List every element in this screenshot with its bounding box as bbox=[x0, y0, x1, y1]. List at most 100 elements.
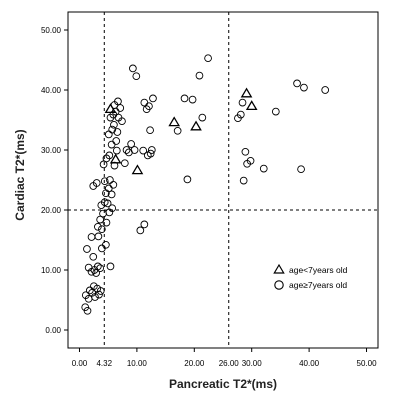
triangle-point bbox=[240, 87, 253, 98]
circle-point bbox=[92, 179, 101, 187]
circle-point bbox=[83, 245, 91, 253]
vertical-reference-label: 26.00 bbox=[219, 359, 240, 368]
circle-point bbox=[108, 204, 117, 213]
circle-point bbox=[147, 146, 156, 154]
triangle-point bbox=[190, 120, 202, 131]
circle-point bbox=[136, 226, 145, 235]
circle-point bbox=[105, 208, 114, 217]
circle-point bbox=[142, 105, 151, 114]
circle-point bbox=[89, 252, 98, 261]
circle-point bbox=[188, 95, 197, 104]
circle-point bbox=[122, 146, 131, 154]
legend-label-under-7: age<7years old bbox=[289, 265, 348, 275]
circle-point bbox=[183, 175, 192, 184]
reference-line-labels: 4.32 26.00 bbox=[96, 359, 239, 368]
circle-point bbox=[140, 220, 149, 229]
circle-point bbox=[96, 287, 105, 295]
circle-point bbox=[246, 156, 255, 165]
x-axis-label: Pancreatic T2*(ms) bbox=[169, 377, 277, 391]
y-tick-label: 30.00 bbox=[41, 146, 62, 155]
circle-point bbox=[85, 286, 94, 295]
circle-point bbox=[118, 117, 126, 126]
circle-point bbox=[130, 146, 139, 154]
plot-area-frame bbox=[67, 11, 379, 349]
circle-point bbox=[96, 215, 104, 224]
circle-point bbox=[98, 225, 106, 234]
circle-point bbox=[95, 290, 103, 299]
axis-ticks: 0.00 10.00 20.00 30.00 40.00 50.00 0.00 10.00 20… bbox=[41, 26, 377, 368]
y-axis-label: Cardiac T2*(ms) bbox=[13, 129, 27, 220]
circle-point bbox=[94, 262, 102, 271]
circle-point bbox=[91, 293, 99, 301]
triangle-point bbox=[131, 164, 144, 175]
circle-point bbox=[236, 110, 245, 119]
legend-label-7-plus: age≥7years old bbox=[289, 280, 347, 290]
circle-point bbox=[96, 264, 104, 273]
circle-point bbox=[83, 306, 92, 315]
circle-point bbox=[102, 240, 110, 249]
circle-point bbox=[105, 151, 114, 160]
circle-point bbox=[132, 72, 141, 81]
circle-point bbox=[139, 146, 148, 155]
circle-point bbox=[112, 146, 121, 155]
y-tick-label: 20.00 bbox=[41, 206, 62, 215]
circle-point bbox=[94, 232, 103, 241]
legend: age<7years old age≥7years old bbox=[273, 263, 348, 290]
circle-point bbox=[129, 64, 137, 73]
circle-point bbox=[241, 147, 250, 156]
triangle-point bbox=[245, 100, 258, 111]
reference-lines bbox=[68, 12, 378, 348]
legend-circle-icon bbox=[274, 280, 284, 290]
circle-point bbox=[239, 176, 248, 185]
x-tick-label: 50.00 bbox=[357, 359, 378, 368]
circle-point bbox=[100, 177, 109, 186]
circle-point bbox=[112, 137, 121, 145]
circle-point bbox=[102, 218, 111, 227]
circle-point bbox=[116, 104, 125, 112]
circle-point bbox=[321, 86, 330, 94]
circle-point bbox=[127, 140, 135, 148]
circle-point bbox=[106, 262, 115, 271]
triangle-point bbox=[168, 116, 181, 127]
y-tick-label: 0.00 bbox=[45, 326, 61, 335]
circle-point bbox=[110, 120, 118, 129]
circle-point bbox=[103, 199, 112, 208]
circle-point bbox=[204, 54, 212, 63]
triangle-point bbox=[109, 153, 122, 164]
circle-point bbox=[300, 83, 308, 92]
x-tick-label: 10.00 bbox=[127, 359, 148, 368]
circle-point bbox=[173, 126, 182, 135]
y-tick-label: 50.00 bbox=[41, 26, 62, 35]
y-tick-label: 40.00 bbox=[41, 86, 62, 95]
circle-point bbox=[180, 94, 189, 103]
circle-point bbox=[114, 97, 122, 106]
circle-point bbox=[198, 113, 207, 122]
circle-point bbox=[94, 222, 102, 231]
circle-point bbox=[146, 149, 155, 158]
x-tick-label: 0.00 bbox=[72, 359, 88, 368]
circle-point bbox=[109, 180, 118, 189]
circle-point bbox=[110, 161, 119, 170]
circle-point bbox=[146, 126, 154, 135]
x-tick-label: 20.00 bbox=[184, 359, 205, 368]
circle-point bbox=[238, 98, 247, 107]
circle-point bbox=[297, 165, 305, 174]
circle-point bbox=[108, 125, 117, 134]
y-tick-label: 10.00 bbox=[41, 266, 62, 275]
data-points bbox=[81, 54, 330, 315]
circle-point bbox=[259, 164, 268, 173]
circle-point bbox=[120, 159, 129, 168]
circle-point bbox=[113, 128, 122, 136]
legend-triangle-icon bbox=[273, 263, 285, 274]
circle-point bbox=[149, 94, 157, 103]
circle-point bbox=[99, 160, 108, 169]
x-tick-label: 30.00 bbox=[242, 359, 263, 368]
vertical-reference-label: 4.32 bbox=[96, 359, 112, 368]
circle-point bbox=[107, 190, 116, 199]
x-tick-label: 40.00 bbox=[299, 359, 320, 368]
circle-point bbox=[293, 79, 301, 88]
circle-point bbox=[195, 71, 204, 80]
circle-point bbox=[271, 107, 280, 116]
